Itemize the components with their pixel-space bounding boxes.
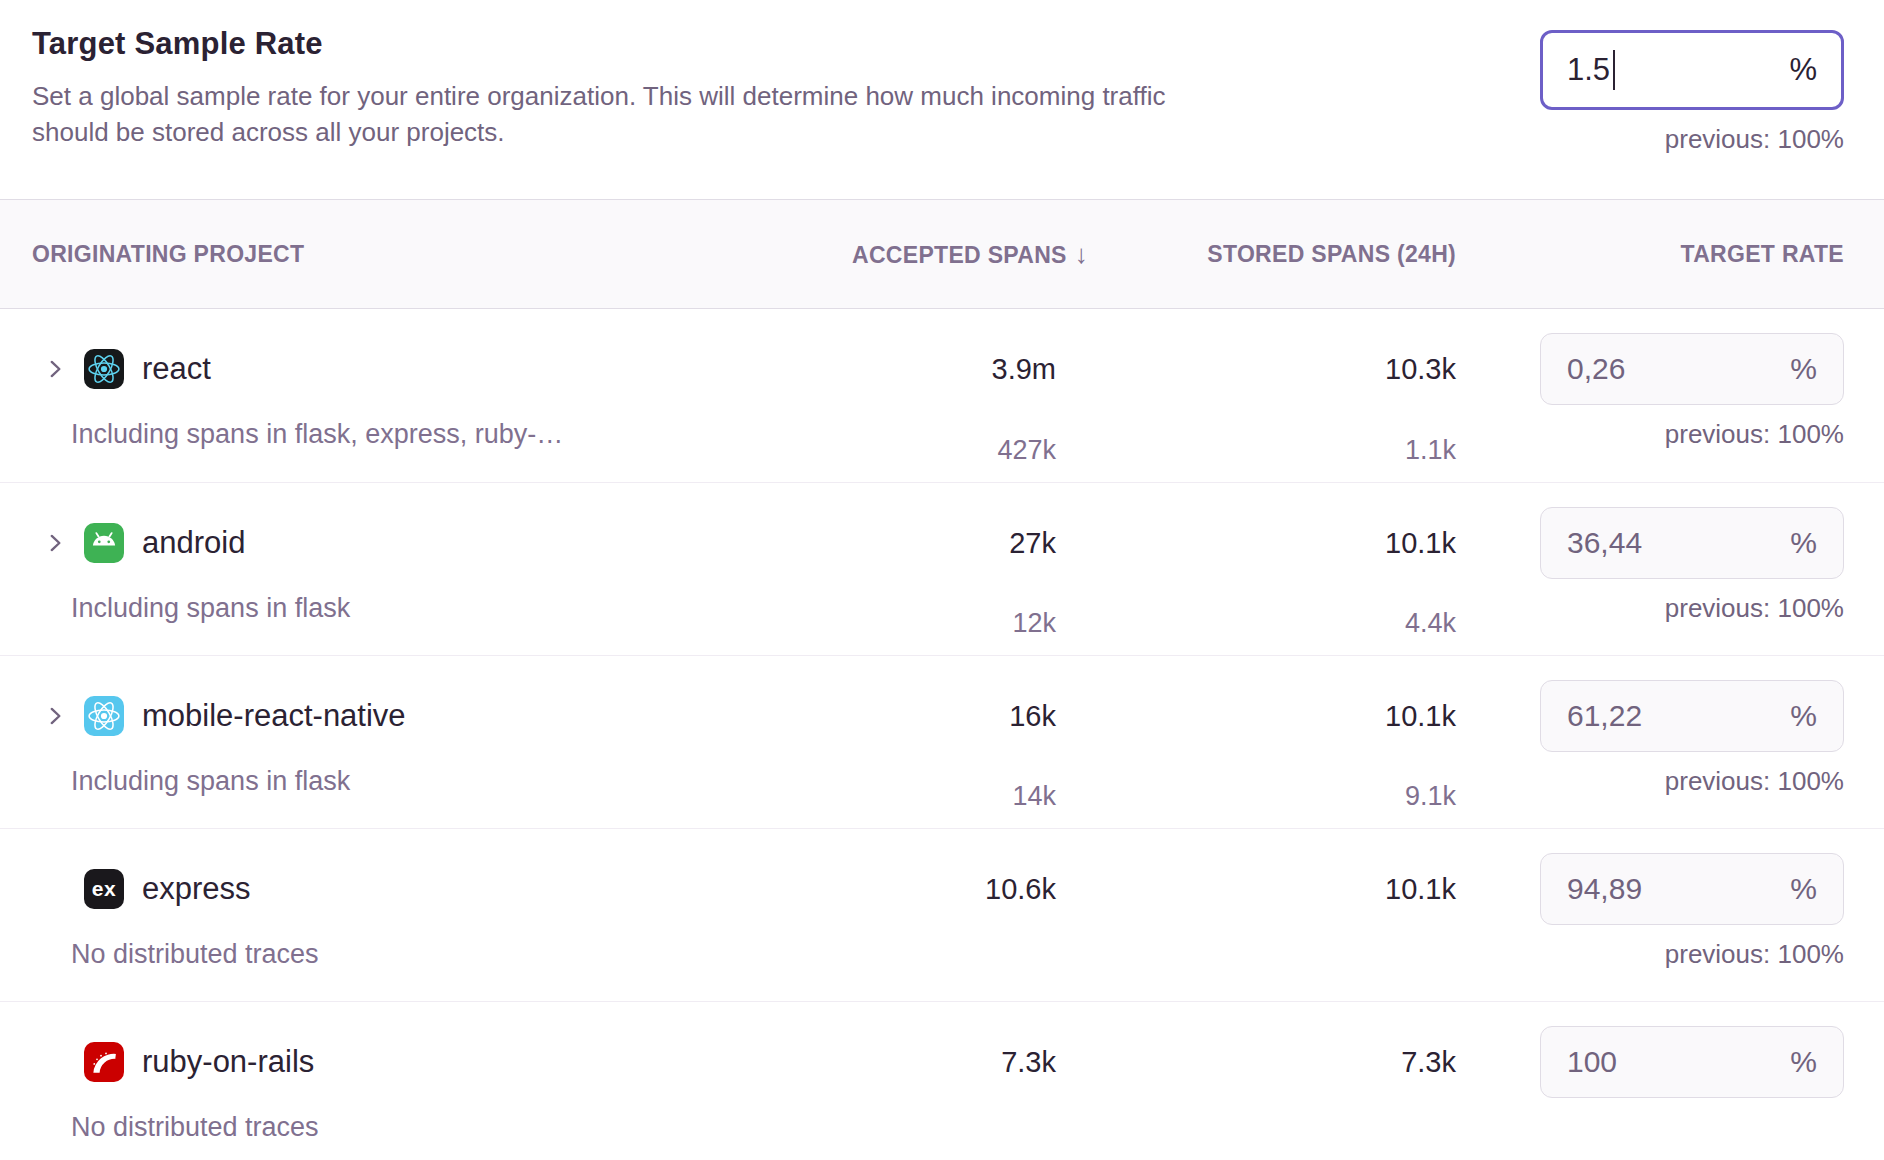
previous-rate-label: previous: 100% [1540, 591, 1844, 655]
no-distributed-traces-label: No distributed traces [32, 937, 840, 1001]
percent-suffix: % [1790, 526, 1817, 560]
stored-spans-value: 7.3k [1140, 1046, 1540, 1079]
target-sample-rate-section: Target Sample Rate Set a global sample r… [0, 0, 1884, 155]
page-description-line1: Set a global sample rate for your entire… [32, 78, 1165, 114]
accepted-spans-value: 27k [840, 527, 1140, 560]
react-icon [84, 349, 124, 389]
accepted-spans-value: 3.9m [840, 353, 1140, 386]
sub-accepted-spans-value: 12k [840, 606, 1140, 640]
percent-suffix: % [1790, 352, 1817, 386]
expand-chevron-icon[interactable] [42, 530, 68, 556]
accepted-spans-value: 7.3k [840, 1046, 1140, 1079]
sub-accepted-spans-value: 14k [840, 779, 1140, 813]
target-rate-input[interactable]: 0,26 % [1540, 333, 1844, 405]
accepted-spans-value: 10.6k [840, 873, 1140, 906]
table-header: ORIGINATING PROJECT ACCEPTED SPANS↓ STOR… [0, 199, 1884, 309]
column-stored-spans: STORED SPANS (24H) [1140, 241, 1540, 268]
target-rate-value: 36,44 [1567, 526, 1642, 560]
sub-accepted-spans-value: 427k [840, 433, 1140, 467]
project-name: ruby-on-rails [142, 1044, 314, 1080]
page-description: Set a global sample rate for your entire… [32, 78, 1165, 150]
previous-rate-label: previous: 100% [1540, 417, 1844, 482]
column-target-rate: TARGET RATE [1540, 241, 1844, 268]
target-rate-value: 61,22 [1567, 699, 1642, 733]
react-native-icon [84, 696, 124, 736]
project-name: mobile-react-native [142, 698, 406, 734]
rails-icon [84, 1042, 124, 1082]
stored-spans-value: 10.1k [1140, 700, 1540, 733]
sort-descending-icon: ↓ [1075, 239, 1088, 269]
expand-chevron-icon[interactable] [42, 356, 68, 382]
android-icon [84, 523, 124, 563]
project-name: android [142, 525, 245, 561]
project-name: react [142, 351, 211, 387]
expand-chevron-icon[interactable] [42, 703, 68, 729]
table-row: react 3.9m 10.3k 0,26 % Including spans … [0, 309, 1884, 482]
percent-suffix: % [1790, 699, 1817, 733]
target-rate-input[interactable]: 100 % [1540, 1026, 1844, 1098]
table-row: ex express 10.6k 10.1k 94,89 % No distri… [0, 828, 1884, 1001]
percent-suffix: % [1790, 1045, 1817, 1079]
included-spans-label: Including spans in flask, express, ruby-… [32, 417, 840, 482]
sub-stored-spans-value: 9.1k [1140, 779, 1540, 813]
no-distributed-traces-label: No distributed traces [32, 1110, 840, 1160]
target-rate-value: 100 [1567, 1045, 1617, 1079]
express-icon-text: ex [92, 877, 116, 901]
table-row: mobile-react-native 16k 10.1k 61,22 % In… [0, 655, 1884, 828]
percent-suffix: % [1790, 872, 1817, 906]
column-accepted-spans[interactable]: ACCEPTED SPANS↓ [840, 239, 1140, 270]
previous-rate-label: previous: 100% [1540, 124, 1844, 155]
column-originating-project: ORIGINATING PROJECT [32, 241, 840, 268]
previous-rate-label: previous: 100% [1540, 937, 1844, 1001]
included-spans-label: Including spans in flask [32, 764, 840, 828]
included-spans-label: Including spans in flask [32, 591, 840, 655]
global-sample-rate-input[interactable]: 1.5 % [1540, 30, 1844, 110]
sub-stored-spans-value: 4.4k [1140, 606, 1540, 640]
sub-stored-spans-value: 1.1k [1140, 433, 1540, 467]
table-row: ruby-on-rails 7.3k 7.3k 100 % No distrib… [0, 1001, 1884, 1160]
text-cursor [1613, 50, 1615, 90]
target-rate-input[interactable]: 94,89 % [1540, 853, 1844, 925]
page-title: Target Sample Rate [32, 26, 1165, 62]
stored-spans-value: 10.3k [1140, 353, 1540, 386]
target-rate-value: 0,26 [1567, 352, 1625, 386]
stored-spans-value: 10.1k [1140, 527, 1540, 560]
accepted-spans-value: 16k [840, 700, 1140, 733]
page-description-line2: should be stored across all your project… [32, 114, 1165, 150]
project-name: express [142, 871, 251, 907]
percent-suffix: % [1789, 52, 1817, 88]
target-rate-input[interactable]: 36,44 % [1540, 507, 1844, 579]
target-rate-value: 94,89 [1567, 872, 1642, 906]
express-icon: ex [84, 869, 124, 909]
global-sample-rate-value: 1.5 [1567, 52, 1610, 88]
stored-spans-value: 10.1k [1140, 873, 1540, 906]
previous-rate-label: previous: 100% [1540, 764, 1844, 828]
target-rate-input[interactable]: 61,22 % [1540, 680, 1844, 752]
table-row: android 27k 10.1k 36,44 % Including span… [0, 482, 1884, 655]
